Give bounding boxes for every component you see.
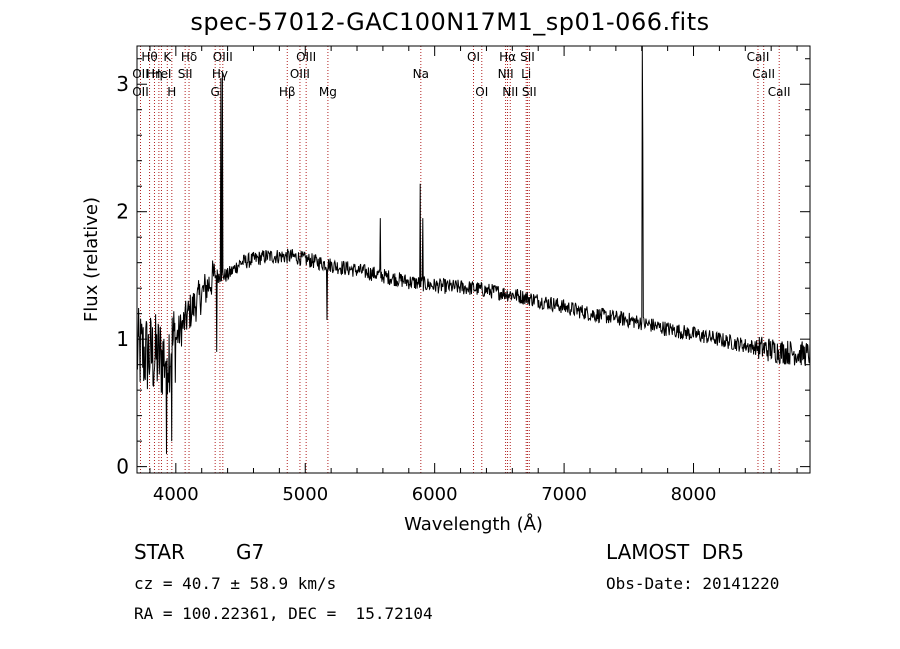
- x-tick-label: 6000: [412, 484, 458, 505]
- line-marker-labels: OIIOIIHθHηHeIKHSIIHδGHγOIIIHβOIIIOIIIMgN…: [132, 50, 790, 99]
- object-class: STAR: [134, 540, 185, 564]
- line-marker-label: OIII: [290, 67, 310, 81]
- x-tick-label: 7000: [541, 484, 587, 505]
- line-marker-label: K: [163, 50, 172, 64]
- line-marker-label: Na: [413, 67, 429, 81]
- line-marker-label: SII: [522, 85, 537, 99]
- line-marker-label: Hγ: [212, 67, 228, 81]
- line-marker-label: H: [167, 85, 176, 99]
- line-marker-label: OII: [132, 85, 149, 99]
- spectrum-line: [136, 45, 811, 454]
- line-marker-label: HeI: [151, 67, 171, 81]
- line-marker-label: OII: [132, 67, 149, 81]
- y-tick-label: 3: [116, 72, 129, 96]
- ra-dec-coordinates: RA = 100.22361, DEC = 15.72104: [134, 604, 433, 623]
- line-marker-label: SII: [520, 50, 535, 64]
- line-marker-label: Li: [521, 67, 531, 81]
- line-marker-label: CaII: [768, 85, 791, 99]
- x-tick-label: 5000: [282, 484, 328, 505]
- line-marker-label: OI: [475, 85, 488, 99]
- line-marker-label: Hδ: [181, 50, 197, 64]
- line-marker-label: CaII: [747, 50, 770, 64]
- x-axis-ticks: 4000 5000 6000 7000 8000: [149, 46, 798, 505]
- x-axis-label: Wavelength (Å): [404, 513, 543, 535]
- y-tick-label: 0: [116, 455, 129, 479]
- line-marker-label: OIII: [213, 50, 233, 64]
- line-marker-label: NII: [498, 67, 514, 81]
- line-marker-label: Hη: [146, 67, 163, 81]
- line-marker-label: SII: [178, 67, 193, 81]
- line-markers: [139, 46, 780, 473]
- survey-name: LAMOST DR5: [606, 540, 744, 564]
- y-axis-label: Flux (relative): [81, 197, 102, 322]
- line-marker-label: G: [211, 85, 220, 99]
- line-marker-label: CaII: [752, 67, 775, 81]
- y-axis-ticks: 0 1 2 3: [116, 58, 810, 479]
- y-tick-label: 1: [116, 327, 129, 351]
- x-tick-label: 8000: [671, 484, 717, 505]
- redshift-value: cz = 40.7 ± 58.9 km/s: [134, 574, 337, 593]
- plot-frame: [136, 45, 811, 474]
- chart-title: spec-57012-GAC100N17M1_sp01-066.fits: [190, 8, 710, 36]
- line-marker-label: Mg: [319, 85, 337, 99]
- x-tick-label: 4000: [153, 484, 199, 505]
- line-marker-label: OIII: [296, 50, 316, 64]
- y-tick-label: 2: [116, 200, 129, 224]
- line-marker-label: OI: [467, 50, 480, 64]
- line-marker-label: Hθ: [141, 50, 157, 64]
- line-marker-label: Hα: [499, 50, 516, 64]
- object-subclass: G7: [236, 540, 265, 564]
- line-marker-label: Hβ: [279, 85, 296, 99]
- observation-date: Obs-Date: 20141220: [606, 574, 780, 593]
- line-marker-label: NII: [502, 85, 518, 99]
